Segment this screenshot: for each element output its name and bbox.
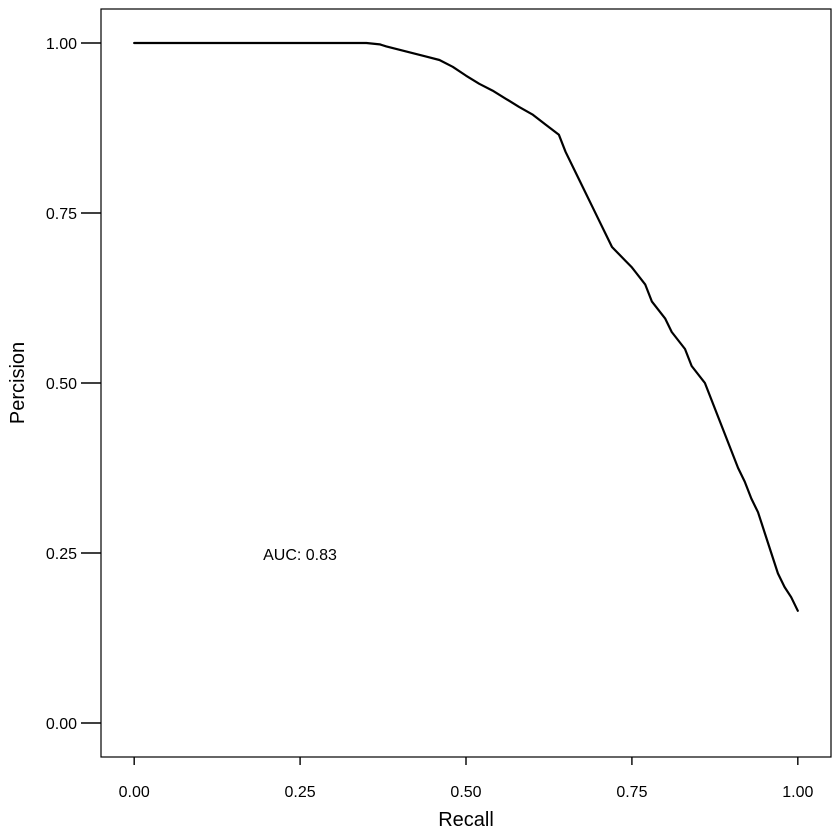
x-axis-title: Recall [438,809,494,831]
x-tick-label: 0.75 [616,784,647,801]
y-axis: 0.00 0.25 0.50 0.75 1.00 [46,36,101,733]
x-axis: 0.00 0.25 0.50 0.75 1.00 [119,757,813,801]
y-tick-label: 1.00 [46,36,77,53]
y-tick-label: 0.50 [46,376,77,393]
auc-annotation: AUC: 0.83 [263,547,337,564]
x-tick-label: 0.00 [119,784,150,801]
y-tick-label: 0.25 [46,546,77,563]
x-tick-label: 0.50 [450,784,481,801]
y-tick-label: 0.75 [46,206,77,223]
y-tick-label: 0.00 [46,716,77,733]
x-tick-label: 1.00 [782,784,813,801]
y-axis-title: Percision [7,342,29,424]
precision-recall-line [133,41,799,612]
x-tick-label: 0.25 [285,784,316,801]
